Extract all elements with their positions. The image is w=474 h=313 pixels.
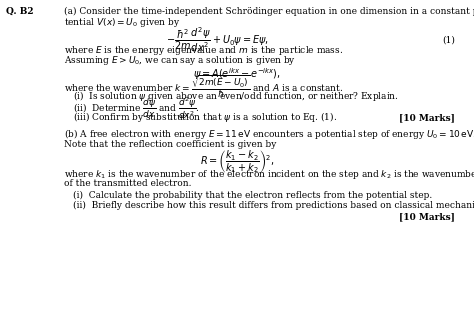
Text: where $k_1$ is the wavenumber of the electron incident on the step and $k_2$ is : where $k_1$ is the wavenumber of the ele… [64,167,474,181]
Text: $\psi = A\left(e^{ikx} - e^{-ikx}\right),$: $\psi = A\left(e^{ikx} - e^{-ikx}\right)… [193,67,281,82]
Text: (iii) Confirm by substitution that $\psi$ is a solution to Eq. (1).: (iii) Confirm by substitution that $\psi… [73,110,337,124]
Text: (ii)  Briefly describe how this result differs from predictions based on classic: (ii) Briefly describe how this result di… [73,201,474,210]
Text: of the transmitted electron.: of the transmitted electron. [64,179,191,188]
Text: where $E$ is the energy eigenvalue and $m$ is the particle mass.: where $E$ is the energy eigenvalue and $… [64,44,343,57]
Text: (i)  Calculate the probability that the electron reflects from the potential ste: (i) Calculate the probability that the e… [73,191,433,200]
Text: (b) A free electron with energy $E = 11\,\mathrm{eV}$ encounters a potential ste: (b) A free electron with energy $E = 11\… [64,127,474,141]
Text: Assuming $E > U_0$, we can say a solution is given by: Assuming $E > U_0$, we can say a solutio… [64,54,296,67]
Text: tential $V(x) = U_0$ given by: tential $V(x) = U_0$ given by [64,16,180,29]
Text: where the wavenumber $k = \dfrac{\sqrt{2m(E-U_0)}}{\hbar}$ and $A$ is a constant: where the wavenumber $k = \dfrac{\sqrt{2… [64,74,343,100]
Text: (ii)  Determine $\dfrac{d\psi}{dx}$ and $\dfrac{d^2\psi}{dx^2}$.: (ii) Determine $\dfrac{d\psi}{dx}$ and $… [73,96,201,121]
Text: [10 Marks]: [10 Marks] [399,113,455,122]
Text: $R = \left(\dfrac{k_1 - k_2}{k_1 + k_2}\right)^2,$: $R = \left(\dfrac{k_1 - k_2}{k_1 + k_2}\… [200,148,274,175]
Text: (1): (1) [442,35,455,44]
Text: [10 Marks]: [10 Marks] [399,212,455,221]
Text: $-\dfrac{\hbar^2}{2m}\dfrac{d^2\psi}{dx^2} + U_0\psi = E\psi,$: $-\dfrac{\hbar^2}{2m}\dfrac{d^2\psi}{dx^… [166,25,269,54]
Text: (a) Consider the time-independent Schrödinger equation in one dimension in a con: (a) Consider the time-independent Schröd… [64,7,474,16]
Text: Note that the reflection coefficient is given by: Note that the reflection coefficient is … [64,140,276,149]
Text: Q. B2: Q. B2 [6,7,33,16]
Text: (i)  Is solution $\psi$ given above an even/odd function, or neither? Explain.: (i) Is solution $\psi$ given above an ev… [73,89,399,103]
